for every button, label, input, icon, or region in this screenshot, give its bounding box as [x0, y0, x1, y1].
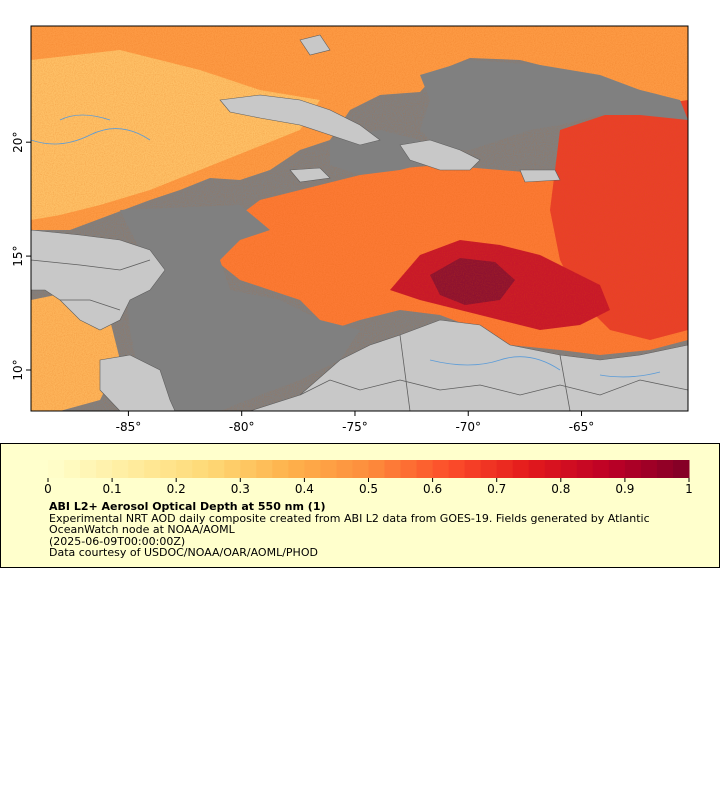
colorbar-cell: [432, 460, 450, 478]
colorbar-cell: [48, 460, 65, 478]
colorbar-tick-label: 0.8: [551, 482, 570, 496]
rivers: [31, 114, 661, 378]
colorbar-cell: [480, 460, 498, 478]
colorbar-cell: [208, 460, 225, 478]
y-tick-label: 10°: [11, 359, 25, 380]
colorbar-cell: [288, 460, 305, 478]
colorbar-cell: [240, 460, 257, 478]
legend-title: ABI L2+ Aerosol Optical Depth at 550 nm …: [49, 500, 326, 513]
colorbar: 0 0.1 0.2 0.3 0.4 0.5 0.6 0.7 0.8 0.9 1: [44, 460, 693, 496]
x-tick-label: -65°: [569, 420, 595, 434]
x-axis-ticks: -85° -80° -75° -70° -65°: [116, 411, 595, 434]
colorbar-cell: [512, 460, 530, 478]
colorbar-cell: [272, 460, 289, 478]
puerto-rico: [519, 169, 561, 183]
colorbar-cell: [656, 460, 674, 478]
colorbar-cell: [576, 460, 594, 478]
colorbar-cell: [544, 460, 562, 478]
colorbar-cell: [400, 460, 418, 478]
colorbar-cell: [96, 460, 113, 478]
colorbar-cell: [256, 460, 273, 478]
colorbar-cell: [464, 460, 482, 478]
colorbar-cell: [80, 460, 97, 478]
jamaica: [289, 167, 331, 183]
y-tick-label: 15°: [11, 245, 25, 266]
central-america: [31, 229, 166, 331]
colorbar-cell: [416, 460, 434, 478]
colorbar-cell: [128, 460, 145, 478]
colorbar-ticks: 0 0.1 0.2 0.3 0.4 0.5 0.6 0.7 0.8 0.9 1: [44, 478, 693, 496]
colorbar-cell: [592, 460, 610, 478]
colorbar-tick-label: 1: [685, 482, 693, 496]
colorbar-cell: [64, 460, 81, 478]
colorbar-cell: [560, 460, 578, 478]
legend-courtesy: Data courtesy of USDOC/NOAA/OAR/AOML/PHO…: [49, 546, 318, 559]
colorbar-cell: [144, 460, 161, 478]
colorbar-cell: [384, 460, 402, 478]
colorbar-cell: [192, 460, 209, 478]
legend-text: ABI L2+ Aerosol Optical Depth at 550 nm …: [49, 501, 709, 559]
central-america-south: [99, 354, 176, 411]
colorbar-cell: [304, 460, 321, 478]
map-plot-area: [31, 26, 688, 411]
colorbar-tick-label: 0.4: [295, 482, 314, 496]
no-data-gaps: [120, 60, 688, 411]
x-tick-label: -80°: [229, 420, 255, 434]
colorbar-cell: [224, 460, 241, 478]
borders: [31, 259, 688, 411]
colorbar-cell: [112, 460, 129, 478]
map-frame: [30, 25, 689, 412]
legend-time: (2025-06-09T00:00:00Z): [49, 534, 186, 548]
x-tick-label: -85°: [116, 420, 142, 434]
map-figure: -85° -80° -75° -70° -65° 20° 15° 10°: [11, 25, 689, 434]
colorbar-tick-label: 0.5: [359, 482, 378, 496]
colorbar-cell: [320, 460, 337, 478]
land: [31, 34, 688, 411]
aod-map: -85° -80° -75° -70° -65° 20° 15° 10°: [11, 25, 689, 434]
colorbar-tick-label: 0.2: [167, 482, 186, 496]
colorbar-tick-label: 0.3: [231, 482, 250, 496]
cuba: [219, 94, 381, 146]
colorbar-tick-label: 0: [44, 482, 52, 496]
colorbar-cell: [608, 460, 626, 478]
colorbar-cell: [640, 460, 658, 478]
colorbar-cell: [352, 460, 369, 478]
colorbar-tick-label: 0.1: [103, 482, 122, 496]
y-axis-ticks: 20° 15° 10°: [11, 132, 31, 381]
colorbar-cells: [48, 460, 690, 478]
colorbar-cell: [176, 460, 193, 478]
hispaniola: [399, 139, 481, 171]
bahamas: [299, 34, 331, 56]
colorbar-cell: [336, 460, 353, 478]
x-tick-label: -70°: [455, 420, 481, 434]
colorbar-tick-label: 0.9: [615, 482, 634, 496]
y-tick-label: 20°: [11, 132, 25, 153]
south-america-north: [249, 319, 688, 411]
x-tick-label: -75°: [342, 420, 368, 434]
colorbar-cell: [624, 460, 642, 478]
colorbar-tick-label: 0.6: [423, 482, 442, 496]
colorbar-cell: [448, 460, 466, 478]
colorbar-cell: [496, 460, 514, 478]
legend-description: Experimental NRT AOD daily composite cre…: [49, 511, 650, 536]
legend-panel: 0 0.1 0.2 0.3 0.4 0.5 0.6 0.7 0.8 0.9 1 ABI L2+ Ae…: [0, 443, 720, 568]
colorbar-tick-label: 0.7: [487, 482, 506, 496]
colorbar-cell: [160, 460, 177, 478]
colorbar-cell: [528, 460, 546, 478]
colorbar-cell: [672, 460, 690, 478]
colorbar-cell: [368, 460, 386, 478]
